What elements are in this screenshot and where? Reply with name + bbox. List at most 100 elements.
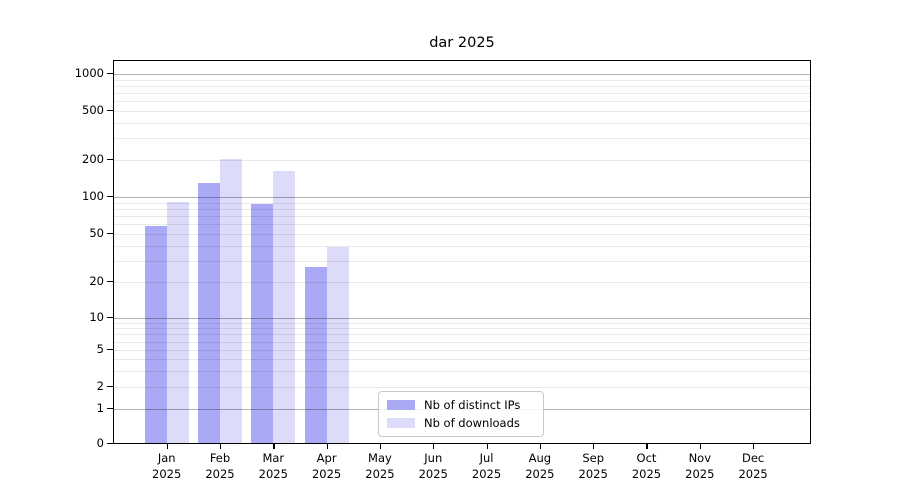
gridline	[114, 197, 810, 198]
x-tick-mark	[220, 444, 222, 449]
bar-nb-of-distinct-ips-apr	[304, 267, 327, 443]
gridline	[114, 234, 810, 235]
x-tick-mark	[379, 444, 382, 449]
bar-nb-of-distinct-ips-mar	[251, 204, 274, 443]
gridline	[114, 74, 810, 75]
y-tick-label: 10	[89, 310, 104, 324]
x-tick-label-may: May 2025	[352, 450, 408, 482]
x-tick-label-month: Jul	[479, 451, 494, 465]
gridline	[114, 318, 810, 319]
gridline	[114, 138, 810, 140]
y-tick-label: 0	[96, 436, 104, 450]
y-tick-label: 2	[96, 379, 104, 393]
y-tick-mark	[107, 159, 113, 161]
gridline	[114, 334, 810, 336]
gridline	[114, 202, 810, 204]
y-tick-label: 100	[82, 189, 104, 203]
y-tick-label: 500	[82, 103, 104, 117]
gridline	[114, 122, 810, 124]
legend-row: Nb of distinct IPs	[387, 398, 543, 412]
y-tick-label: 20	[89, 274, 104, 288]
y-tick-mark	[107, 73, 113, 75]
legend-row: Nb of downloads	[387, 416, 543, 430]
x-tick-mark	[753, 444, 755, 449]
x-tick-label-aug: Aug 2025	[512, 450, 568, 482]
y-tick-mark	[107, 443, 113, 445]
x-tick-label-year: 2025	[205, 467, 235, 481]
gridline	[114, 216, 810, 218]
x-tick-mark	[539, 444, 542, 449]
bar-nb-of-distinct-ips-feb	[198, 183, 220, 443]
x-tick-label-jul: Jul 2025	[459, 450, 515, 482]
x-tick-mark	[273, 444, 275, 449]
x-tick-mark	[646, 444, 648, 449]
legend: Nb of distinct IPs Nb of downloads	[378, 391, 544, 437]
y-tick-mark	[107, 408, 113, 410]
x-tick-mark	[433, 444, 435, 449]
x-tick-label-month: Feb	[209, 451, 231, 465]
x-tick-label-month: Apr	[316, 451, 337, 465]
gridline	[114, 359, 810, 360]
gridline	[114, 322, 810, 324]
x-tick-label-feb: Feb 2025	[192, 450, 248, 482]
x-tick-label-oct: Oct 2025	[618, 450, 674, 482]
gridline	[114, 160, 810, 161]
x-tick-label-year: 2025	[471, 467, 502, 481]
x-tick-label-year: 2025	[311, 467, 342, 481]
gridline	[114, 85, 810, 87]
bar-nb-of-downloads-mar	[273, 170, 296, 443]
bar-nb-of-downloads-jan	[166, 201, 189, 443]
y-tick-mark	[107, 317, 113, 319]
x-tick-label-dec: Dec 2025	[725, 450, 781, 482]
bar-nb-of-downloads-feb	[220, 159, 242, 443]
gridline	[114, 208, 810, 210]
gridline	[114, 341, 810, 343]
bar-nb-of-distinct-ips-jan	[144, 226, 167, 443]
x-tick-label-month: Jan	[157, 451, 176, 465]
x-tick-label-jan: Jan 2025	[139, 450, 195, 482]
x-tick-label-mar: Mar 2025	[245, 450, 301, 482]
x-tick-label-month: Jun	[424, 451, 443, 465]
x-tick-label-sep: Sep 2025	[565, 450, 621, 482]
x-tick-mark	[166, 444, 168, 449]
x-tick-mark	[326, 444, 328, 449]
y-tick-label: 5	[96, 342, 104, 356]
x-tick-label-year: 2025	[152, 467, 182, 481]
gridline	[114, 93, 810, 95]
bar-nb-of-downloads-apr	[326, 247, 349, 443]
x-tick-label-year: 2025	[525, 467, 555, 481]
y-tick-mark	[107, 281, 113, 283]
x-tick-mark	[699, 444, 701, 449]
gridline	[114, 245, 810, 247]
x-tick-label-year: 2025	[578, 467, 608, 481]
y-tick-label: 50	[89, 226, 104, 240]
x-tick-label-year: 2025	[365, 467, 395, 481]
x-tick-label-year: 2025	[685, 467, 715, 481]
x-tick-label-jun: Jun 2025	[405, 450, 461, 482]
gridline	[114, 224, 810, 226]
x-tick-mark	[486, 444, 488, 449]
gridline	[114, 387, 810, 388]
x-tick-label-year: 2025	[631, 467, 662, 481]
y-tick-label: 1000	[74, 66, 104, 80]
x-tick-label-month: Oct	[636, 451, 657, 465]
y-tick-mark	[107, 233, 113, 235]
y-tick-label: 1	[96, 401, 104, 415]
x-tick-label-year: 2025	[738, 467, 768, 481]
gridline	[114, 350, 810, 351]
x-tick-label-month: Nov	[688, 451, 712, 465]
x-tick-mark	[593, 444, 595, 449]
gridline	[114, 328, 810, 330]
x-tick-label-year: 2025	[258, 467, 288, 481]
x-tick-label-apr: Apr 2025	[299, 450, 355, 482]
y-tick-label: 200	[82, 152, 104, 166]
y-tick-mark	[107, 196, 113, 198]
gridline	[114, 282, 810, 283]
x-tick-label-month: Aug	[528, 451, 552, 465]
gridline	[114, 370, 810, 372]
gridline	[114, 79, 810, 81]
x-tick-label-nov: Nov 2025	[672, 450, 728, 482]
legend-swatch	[387, 400, 415, 410]
gridline	[114, 260, 810, 262]
x-tick-label-month: Sep	[582, 451, 605, 465]
